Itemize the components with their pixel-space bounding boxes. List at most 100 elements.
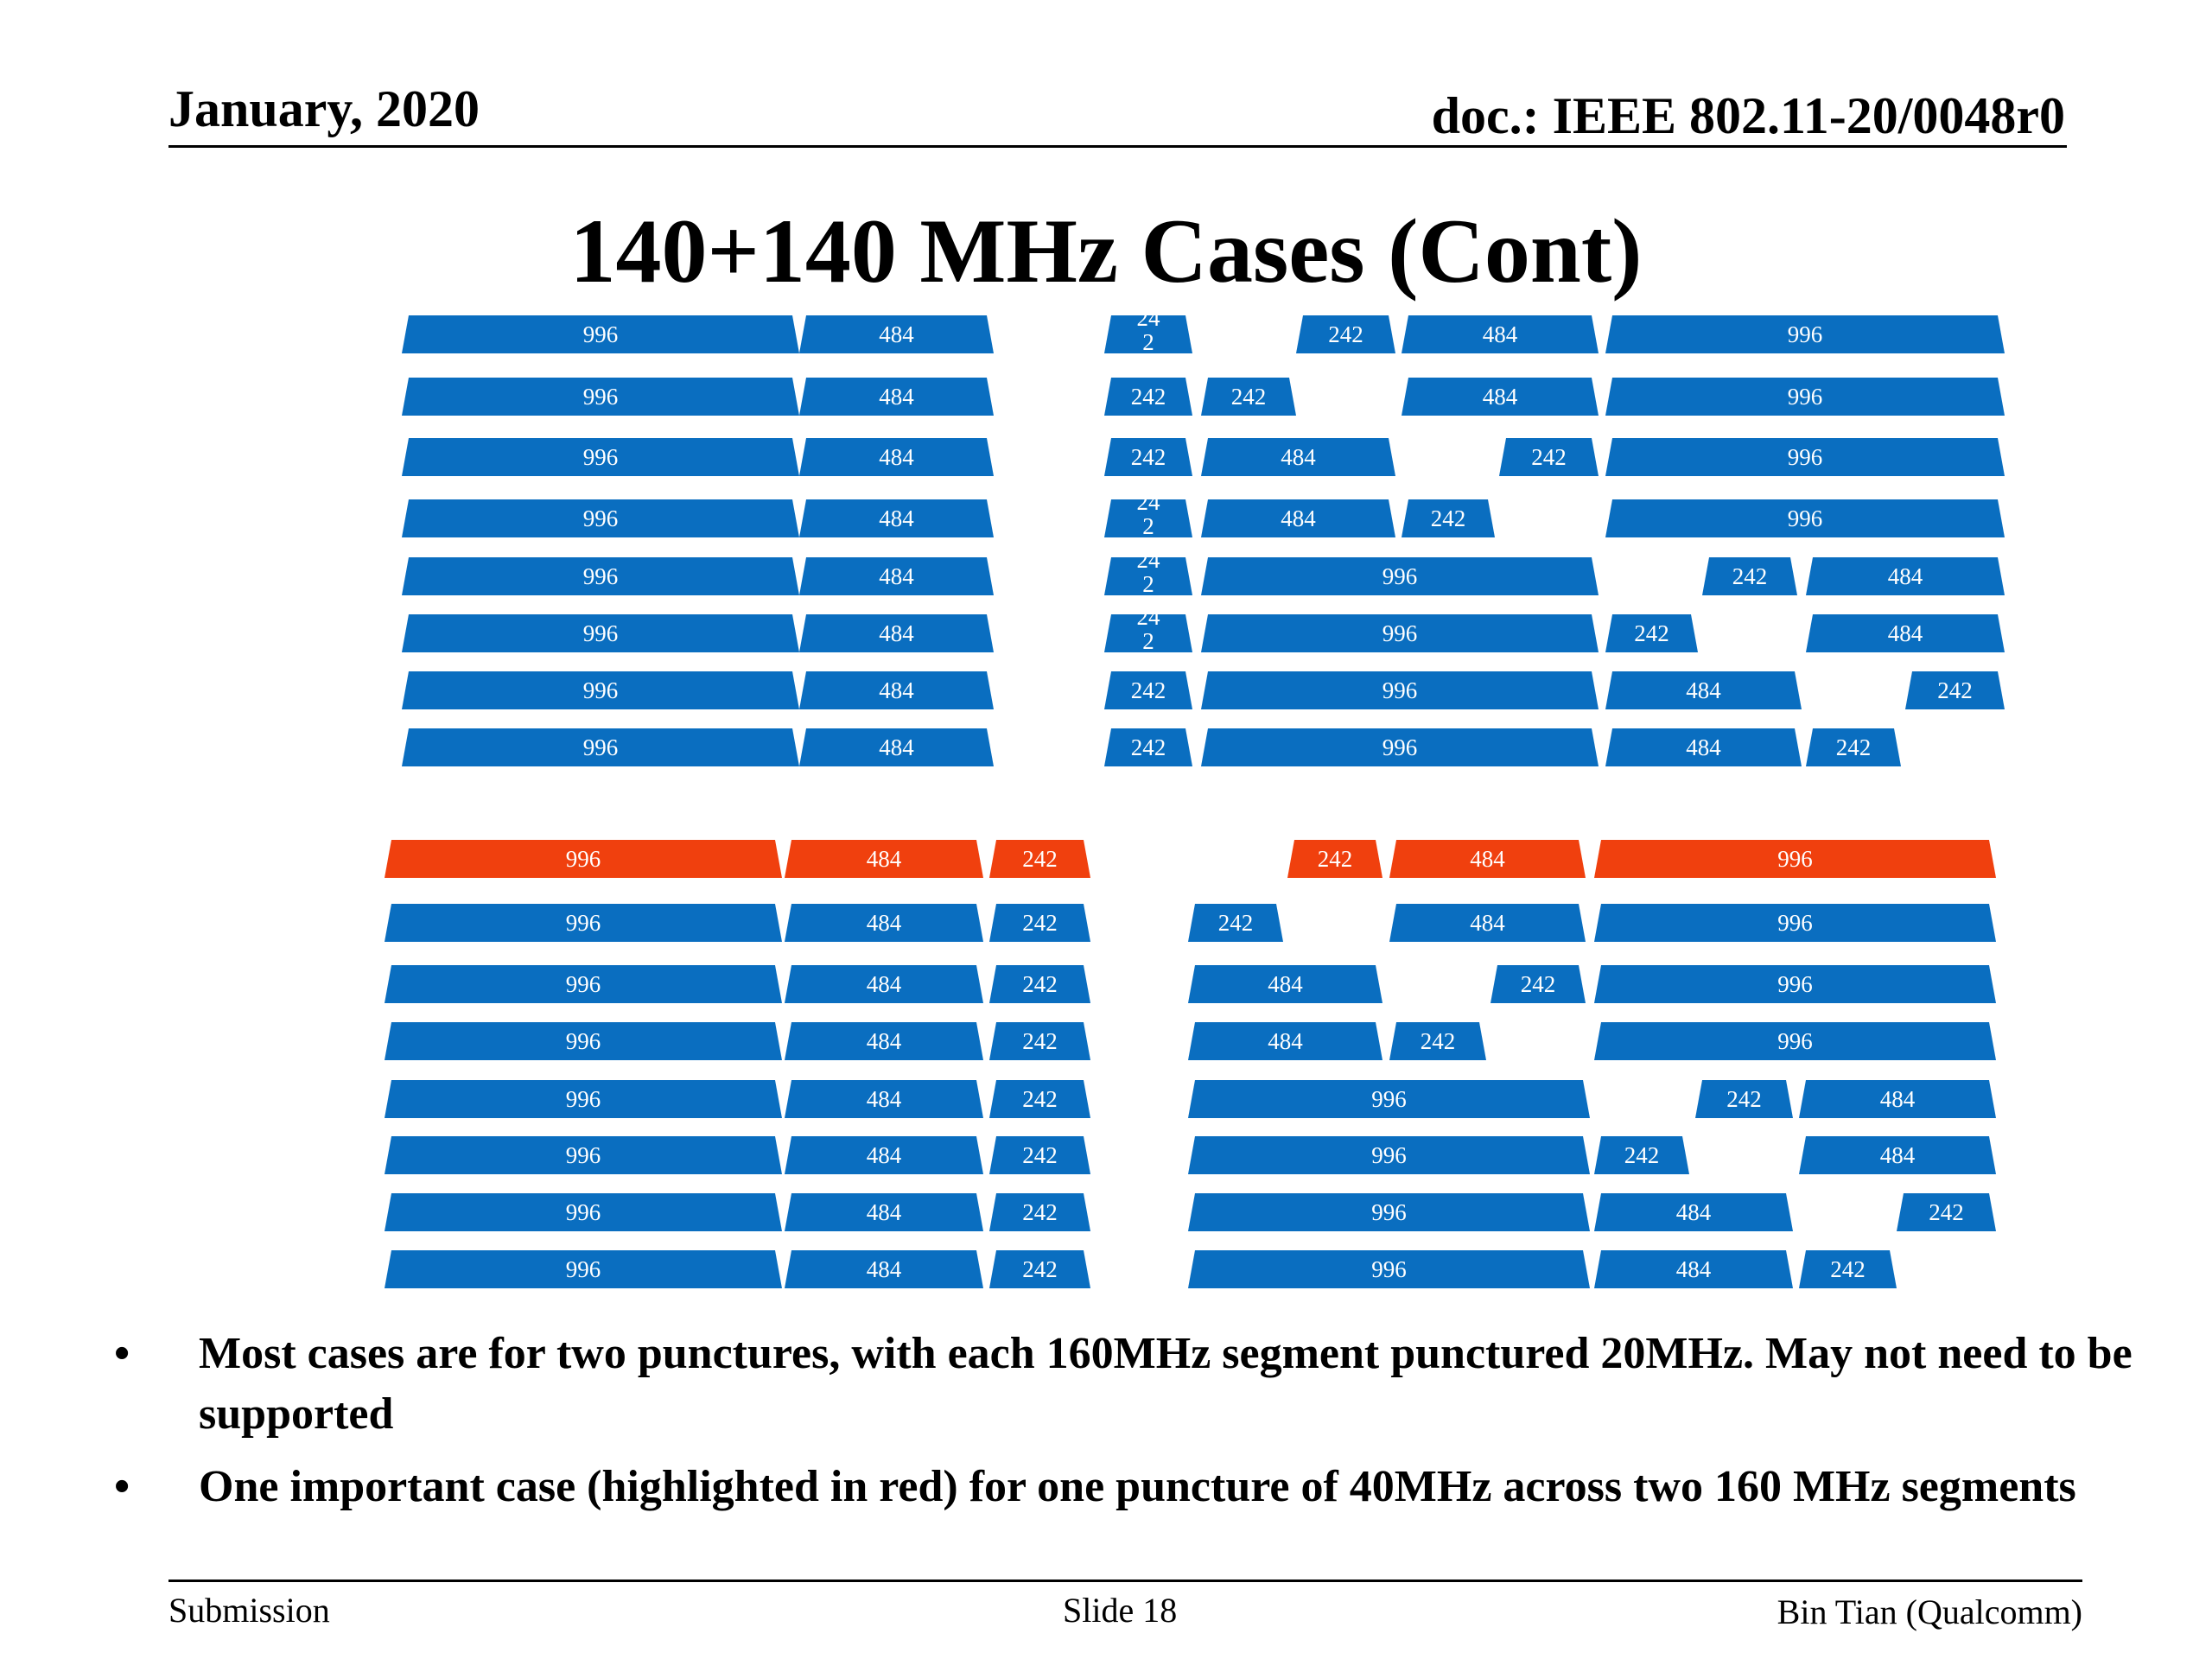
ru-block: 484	[1389, 840, 1586, 878]
ru-block-label: 996	[1382, 563, 1418, 589]
bullet-symbol: •	[114, 1462, 130, 1511]
ru-block-shape	[1188, 1193, 1590, 1231]
ru-block: 484	[785, 1022, 983, 1060]
ru-block: 484	[799, 378, 994, 416]
ru-block-label: 484	[1470, 910, 1505, 936]
ru-block-shape	[1104, 557, 1192, 595]
ru-block-shape	[989, 904, 1090, 942]
ru-block-shape	[385, 904, 782, 942]
ru-block-label: 242	[1022, 1142, 1058, 1168]
ru-block: 242	[1594, 1136, 1689, 1174]
ru-block: 484	[1605, 671, 1802, 709]
ru-block-label: 242	[1732, 563, 1768, 589]
ru-block-label: 242	[1022, 1086, 1058, 1112]
ru-block: 242	[1402, 499, 1495, 537]
ru-block-shape	[1594, 1136, 1689, 1174]
ru-block: 242	[1104, 305, 1192, 355]
ru-block-label: 484	[867, 971, 902, 997]
ru-block-label: 242	[1937, 677, 1973, 703]
ru-block-label: 242	[1726, 1086, 1762, 1112]
ru-block-shape	[1188, 904, 1283, 942]
ru-block-shape	[1897, 1193, 1996, 1231]
ru-block: 996	[1188, 1250, 1590, 1288]
bullet-list: • Most cases are for two punctures, with…	[104, 1324, 2143, 1529]
ru-block-label: 484	[1676, 1256, 1712, 1282]
ru-block: 242	[1806, 728, 1901, 766]
ru-block-shape	[1201, 557, 1599, 595]
ru-block-shape	[1594, 1250, 1793, 1288]
ru-block-shape	[1594, 965, 1996, 1003]
ru-block-label: 996	[1777, 846, 1813, 872]
ru-block-label: 996	[1788, 505, 1823, 531]
ru-block-label: 484	[867, 1199, 902, 1225]
ru-block: 242	[1104, 489, 1192, 539]
ru-block-label: 996	[566, 846, 601, 872]
ru-block-shape	[1799, 1250, 1897, 1288]
ru-block-shape	[989, 1136, 1090, 1174]
ru-block-label: 484	[1880, 1086, 1916, 1112]
ru-block-label: 24	[1137, 547, 1161, 573]
ru-block: 996	[402, 614, 799, 652]
ru-block-label: 484	[879, 384, 914, 410]
ru-block-shape	[799, 728, 994, 766]
ru-block: 996	[1605, 499, 2005, 537]
ru-block-shape	[785, 1193, 983, 1231]
ru-block-shape	[402, 499, 799, 537]
ru-block-shape	[1605, 315, 2005, 353]
ru-block-shape	[1806, 728, 1901, 766]
ru-block-shape	[989, 1250, 1090, 1288]
ru-block-label: 242	[1531, 444, 1567, 470]
ru-block: 484	[1806, 557, 2005, 595]
ru-block-label: 242	[1022, 1028, 1058, 1054]
ru-block-shape	[1605, 499, 2005, 537]
ru-block: 996	[402, 728, 799, 766]
ru-block-shape	[1201, 438, 1395, 476]
ru-block-shape	[1188, 1022, 1382, 1060]
ru-block-label: 24	[1137, 604, 1161, 630]
ru-block: 242	[989, 965, 1090, 1003]
ru-block-shape	[1402, 378, 1599, 416]
ru-block-label: 996	[566, 1199, 601, 1225]
ru-block-label: 996	[1788, 321, 1823, 347]
ru-block: 484	[1806, 614, 2005, 652]
footer-rule	[168, 1580, 2082, 1582]
ru-block: 996	[402, 499, 799, 537]
bullet-item: • Most cases are for two punctures, with…	[104, 1324, 2143, 1445]
ru-block-label: 484	[1281, 444, 1316, 470]
slide-title: 140+140 MHz Cases (Cont)	[569, 200, 1643, 302]
ru-block-label: 996	[583, 563, 619, 589]
ru-block-label: 996	[583, 677, 619, 703]
ru-block-shape	[1104, 378, 1192, 416]
ru-block-label: 24	[1137, 489, 1161, 515]
ru-block-shape	[989, 840, 1090, 878]
ru-block-label: 242	[1022, 910, 1058, 936]
ru-block-shape	[402, 438, 799, 476]
ru-block-label: 484	[879, 620, 914, 646]
ru-block-label: 484	[1888, 563, 1923, 589]
ru-block-label: 242	[1421, 1028, 1456, 1054]
ru-block-shape	[799, 378, 994, 416]
ru-block: 242	[989, 840, 1090, 878]
ru-block-label: 484	[1676, 1199, 1712, 1225]
ru-block: 996	[385, 1022, 782, 1060]
ru-block-label: 996	[1777, 971, 1813, 997]
ru-block-label: 242	[1231, 384, 1267, 410]
ru-block: 484	[799, 614, 994, 652]
ru-block: 484	[799, 315, 994, 353]
header-doc-id: doc.: IEEE 802.11-20/0048r0	[1431, 87, 2065, 144]
ru-block: 242	[1287, 840, 1382, 878]
header-date: January, 2020	[168, 80, 480, 137]
ru-block: 242	[1491, 965, 1586, 1003]
ru-block-label: 996	[566, 910, 601, 936]
ru-block: 996	[1201, 614, 1599, 652]
ru-block-shape	[402, 728, 799, 766]
bullet-item: • One important case (highlighted in red…	[104, 1457, 2143, 1517]
ru-block-label: 996	[1788, 444, 1823, 470]
ru-block-label: 242	[1929, 1199, 1964, 1225]
ru-block-shape	[785, 1080, 983, 1118]
ru-block: 484	[1201, 499, 1395, 537]
ru-block-shape	[785, 1250, 983, 1288]
ru-block-shape	[385, 1193, 782, 1231]
ru-block-label: 242	[1634, 620, 1669, 646]
